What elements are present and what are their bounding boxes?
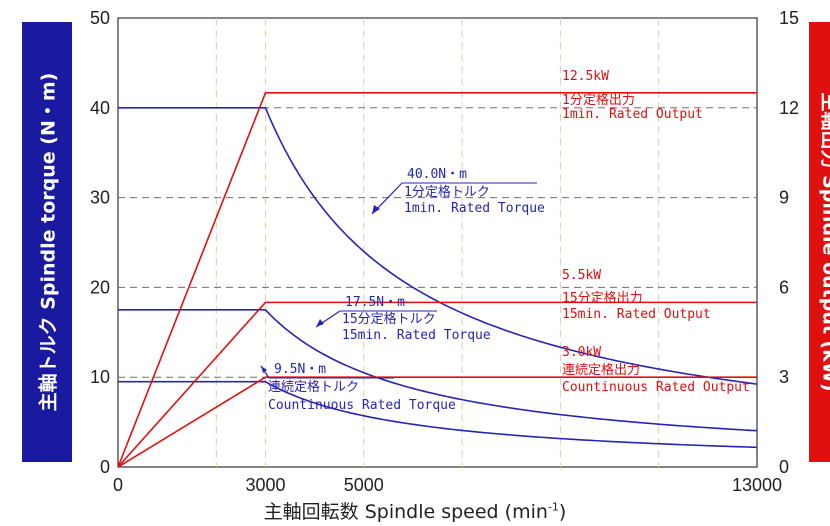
y-left-tick-label: 20 (90, 277, 110, 297)
x-tick-label: 3000 (245, 475, 285, 495)
annotation-torque-1min-value: 40.0N・m (407, 167, 467, 182)
x-axis-label-unit: (min (504, 501, 548, 523)
annotation-torque-cont-value: 9.5N・m (274, 362, 326, 377)
y-right-tick-label: 15 (779, 8, 799, 28)
y-right-tick-label: 3 (779, 367, 789, 387)
output-curve-15min (117, 301, 757, 468)
x-axis-label-unit-close: ) (558, 501, 567, 523)
right-axis-label: 主軸出力 Spindle output (kW) (818, 92, 830, 392)
arrowhead-torque-cont (261, 366, 267, 373)
annotation-output-cont-en: Countinuous Rated Output (562, 380, 750, 395)
y-right-tick-label: 12 (779, 98, 799, 118)
y-left-tick-label: 30 (90, 188, 110, 208)
annotation-output-cont-value: 3.0kW (562, 345, 601, 360)
arrowhead-torque-15min (316, 319, 324, 327)
torque-curve-15min (118, 309, 758, 432)
torque-curve-continuous (118, 380, 758, 449)
y-right-tick-label: 9 (779, 188, 789, 208)
y-left-tick-label: 40 (90, 98, 110, 118)
x-axis-label-text: 主軸回転数 Spindle speed (263, 501, 499, 523)
y-right-tick-label: 6 (779, 277, 789, 297)
annotation-torque-cont-en: Countinuous Rated Torque (268, 398, 456, 413)
annotation-torque-1min-en: 1min. Rated Torque (404, 201, 545, 216)
annotation-torque-15min-en: 15min. Rated Torque (342, 328, 491, 343)
leader-lines (260, 182, 537, 379)
annotation-output-15min-jp: 15分定格出力 (562, 290, 643, 306)
annotation-output-1min-value: 12.5kW (562, 69, 609, 84)
y-right-tick-label: 0 (779, 457, 789, 477)
annotation-torque-cont-jp: 連続定格トルク (268, 379, 359, 395)
annotation-output-cont-jp: 連続定格出力 (562, 362, 640, 378)
x-tick-label: 0 (113, 475, 123, 495)
output-curve-1min (117, 92, 757, 468)
y-left-tick-label: 10 (90, 367, 110, 387)
annotation-output-1min-en: 1min. Rated Output (562, 107, 703, 122)
arrowhead-torque-1min (372, 205, 380, 214)
annotation-output-1min-jp: 1分定格出力 (562, 92, 635, 108)
left-axis-band (22, 22, 72, 462)
annotation-output-15min-en: 15min. Rated Output (562, 307, 711, 322)
x-tick-label: 13000 (732, 475, 782, 495)
annotation-torque-15min-jp: 15分定格トルク (342, 311, 436, 327)
x-tick-label: 5000 (344, 475, 384, 495)
annotation-torque-15min-value: 17.5N・m (345, 295, 405, 310)
series-lines (117, 92, 758, 468)
output-curve-continuous (117, 376, 757, 468)
x-axis-label: 主軸回転数 Spindle speed (min-1) (0, 497, 830, 524)
annotation-torque-1min-jp: 1分定格トルク (404, 184, 490, 200)
y-left-tick-label: 50 (90, 8, 110, 28)
x-axis-label-unit-sup: -1 (547, 500, 559, 514)
annotation-output-15min-value: 5.5kW (562, 268, 601, 283)
plot-frame (117, 17, 758, 468)
left-axis-label: 主軸トルク Spindle torque (N・m) (37, 72, 60, 412)
annotations: 40.0N・m 1分定格トルク 1min. Rated Torque 17.5N… (268, 69, 750, 413)
y-left-tick-label: 0 (100, 457, 110, 477)
right-axis-band: 主軸出力 Spindle output (kW) (809, 22, 830, 462)
torque-curve-1min (118, 107, 758, 385)
tick-labels: 0 10 20 30 40 50 0 3 6 9 12 15 0 3000 5000 13000 (90, 8, 799, 495)
